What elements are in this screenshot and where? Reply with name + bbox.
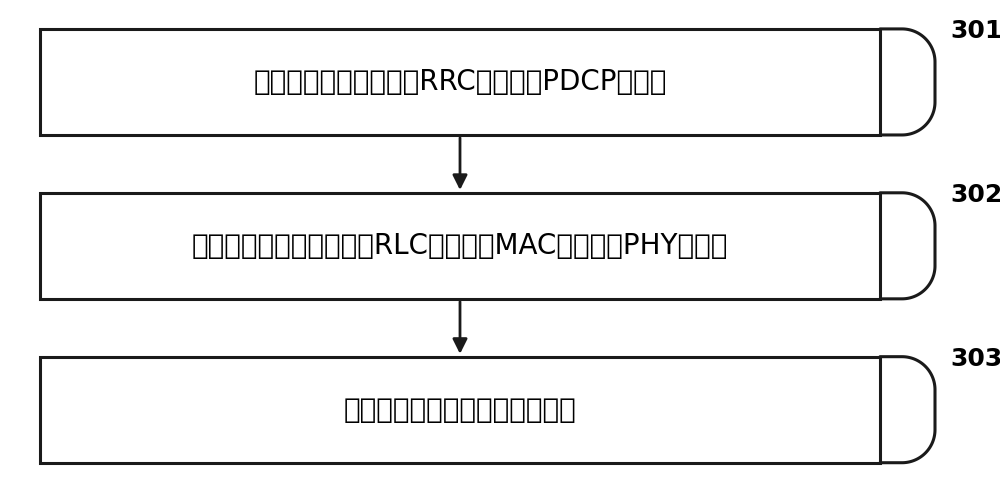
Text: 利用分布式处理单元完成RLC层功能、MAC层功能和PHY层功能: 利用分布式处理单元完成RLC层功能、MAC层功能和PHY层功能 xyxy=(192,232,728,260)
Text: 302: 302 xyxy=(950,183,1000,207)
FancyBboxPatch shape xyxy=(40,357,880,463)
FancyBboxPatch shape xyxy=(40,29,880,135)
Text: 利用射频拉远单元完成射频功能: 利用射频拉远单元完成射频功能 xyxy=(344,396,576,424)
Text: 301: 301 xyxy=(950,19,1000,43)
FancyBboxPatch shape xyxy=(40,193,880,299)
Text: 利用集中处理单元完成RRC层功能和PDCP层功能: 利用集中处理单元完成RRC层功能和PDCP层功能 xyxy=(253,68,667,96)
Text: 303: 303 xyxy=(950,347,1000,371)
